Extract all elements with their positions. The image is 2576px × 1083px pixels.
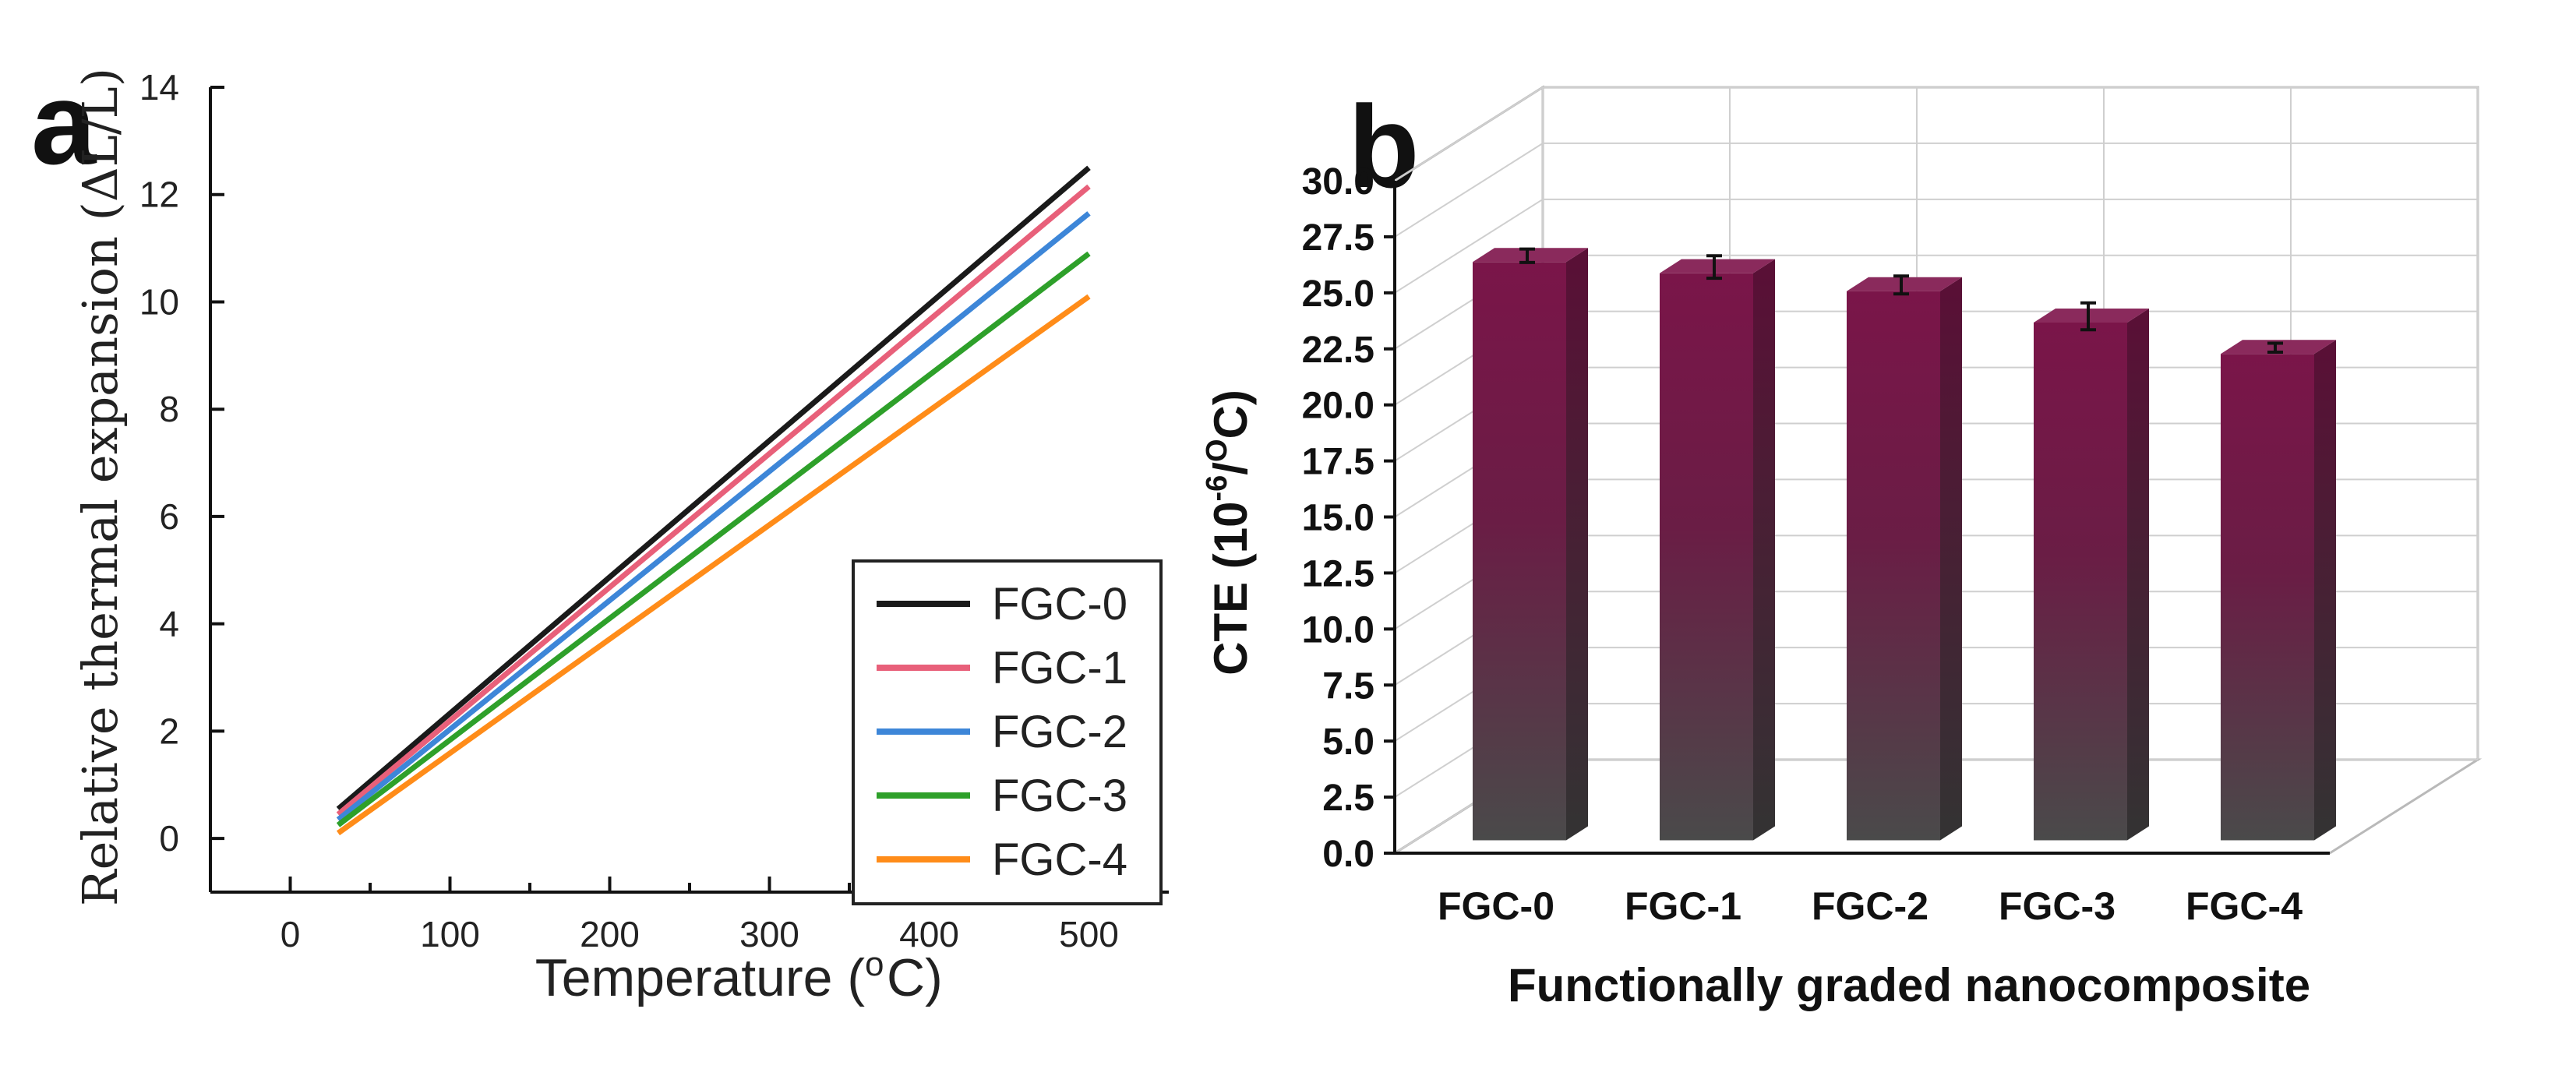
y-tick-label: 8 xyxy=(159,389,179,429)
y-tick-label: 5.0 xyxy=(1322,721,1374,763)
axis-ticks: 0 2 4 6 8 10 12 14 0 100 200 300 400 500 xyxy=(139,67,1119,954)
x-axis-label-unit: C) xyxy=(887,948,943,1007)
bar-side xyxy=(1753,259,1775,841)
y-tick-label: 2 xyxy=(159,711,179,751)
bar-side xyxy=(1940,277,1962,841)
y-tick-label: 10.0 xyxy=(1302,609,1374,651)
x-tick-label: 0 xyxy=(281,914,301,954)
bar-top xyxy=(1660,259,1775,273)
y-tick-label: 12.5 xyxy=(1302,553,1374,594)
x-tick-label: FGC-2 xyxy=(1812,884,1928,928)
series-line-fgc-0 xyxy=(336,165,1091,811)
x-tick-label: 500 xyxy=(1059,914,1119,954)
legend-label: FGC-3 xyxy=(992,771,1127,821)
y-tick-label: 27.5 xyxy=(1302,217,1374,259)
gridline xyxy=(1394,142,2478,238)
y-tick-label: 6 xyxy=(159,496,179,537)
x-tick-label: 300 xyxy=(739,914,799,954)
series-line-fgc-1 xyxy=(336,184,1091,817)
y-tick-label: 0 xyxy=(159,818,179,859)
bar-side xyxy=(2127,308,2149,841)
bars xyxy=(1473,247,2336,841)
x-tick-label: FGC-4 xyxy=(2186,884,2303,928)
x-tick-label: 400 xyxy=(899,914,959,954)
y-label-suffix: C) xyxy=(1205,390,1257,439)
y-tick-label: 0.0 xyxy=(1322,834,1374,875)
bar-fgc-2 xyxy=(1847,291,1940,841)
x-tick-label: 200 xyxy=(580,914,640,954)
x-axis-label-degree: o xyxy=(865,945,884,983)
y-tick-label: 10 xyxy=(139,281,179,322)
bar-side xyxy=(2314,340,2336,841)
y-tick-label: 17.5 xyxy=(1302,442,1374,483)
series-line-fgc-4 xyxy=(336,294,1091,836)
y-tick-label: 4 xyxy=(159,604,179,644)
y-tick-label: 12 xyxy=(139,175,179,215)
legend: FGC-0 FGC-1 FGC-2 FGC-3 FGC-4 xyxy=(852,559,1163,905)
y-tick-label: 14 xyxy=(139,67,179,108)
y-label-sup2: O xyxy=(1201,439,1233,462)
legend-label: FGC-0 xyxy=(992,579,1127,630)
x-tick-label: 100 xyxy=(420,914,480,954)
bar-fgc-3 xyxy=(2034,322,2127,841)
panel-label-b: b xyxy=(1348,81,1420,212)
y-tick-label: 2.5 xyxy=(1322,778,1374,819)
bar-top xyxy=(2034,308,2149,323)
y-axis-label-b: CTE (10-6/OC) xyxy=(1201,390,1257,676)
x-tick-label: FGC-3 xyxy=(1999,884,2115,928)
bar-top xyxy=(1847,277,1962,291)
y-tick-label: 20.0 xyxy=(1302,386,1374,427)
gridline xyxy=(1394,86,2478,182)
y-label-sup1: -6 xyxy=(1201,475,1233,502)
x-tick-label: FGC-1 xyxy=(1625,884,1741,928)
y-tick-label: 22.5 xyxy=(1302,330,1374,371)
bar-fgc-4 xyxy=(2221,354,2314,841)
x-axis-label: Temperature ( xyxy=(535,948,866,1007)
series-line-fgc-2 xyxy=(336,211,1091,822)
series-lines xyxy=(336,165,1091,836)
y-tick-label: 30.0 xyxy=(1302,161,1374,203)
y-axis-label: Relative thermal expansion (ΔL/L) xyxy=(72,68,129,906)
axis-ticks: 0.0 2.5 5.0 7.5 10.0 12.5 15.0 17.5 20.0 22.5 25.0… xyxy=(1302,161,2303,928)
svg-text:CTE (10-6/OC): CTE (10-6/OC) xyxy=(1201,390,1257,676)
bar-fgc-1 xyxy=(1660,273,1753,841)
y-tick-label: 7.5 xyxy=(1322,665,1374,707)
panel-label-a: a xyxy=(31,58,97,189)
bar-side xyxy=(1566,248,1588,841)
bar-top xyxy=(2221,340,2336,355)
y-tick-label: 25.0 xyxy=(1302,273,1374,315)
series-line-fgc-3 xyxy=(336,251,1091,827)
x-tick-label: FGC-0 xyxy=(1438,884,1554,928)
y-label-prefix: CTE (10 xyxy=(1205,501,1257,675)
legend-label: FGC-4 xyxy=(992,834,1127,885)
bar-chart-panel: 0.0 2.5 5.0 7.5 10.0 12.5 15.0 17.5 20.0 22.5 25.0… xyxy=(1201,85,2482,1011)
y-label-mid: / xyxy=(1205,462,1257,475)
bar-fgc-0 xyxy=(1473,262,1566,841)
y-tick-label: 15.0 xyxy=(1302,498,1374,539)
legend-label: FGC-1 xyxy=(992,643,1127,693)
legend-label: FGC-2 xyxy=(992,707,1127,757)
x-axis-label-b: Functionally graded nanocomposite xyxy=(1508,959,2310,1011)
bar-top xyxy=(1473,248,1588,263)
